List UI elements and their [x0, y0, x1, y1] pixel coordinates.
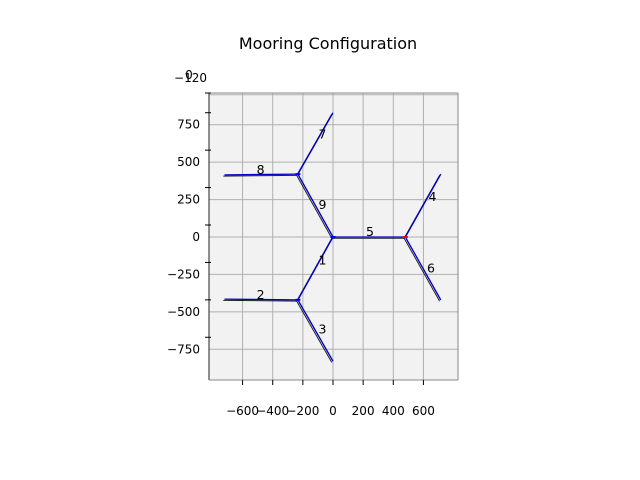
anchor-point-0: [330, 236, 336, 238]
line-label-3: 3: [318, 321, 326, 336]
line-label-7: 7: [318, 127, 326, 142]
line-shadow-6: [403, 237, 440, 302]
y-tick-label-2: −250: [167, 267, 200, 281]
z-tick-label-0: −120: [174, 71, 207, 85]
line-label-2: 2: [257, 287, 265, 302]
y-tick-label-5: 500: [177, 155, 200, 169]
line-shadow-3: [296, 300, 333, 363]
x-tick-label-4: 200: [352, 404, 375, 418]
y-axis-ticks: −750 −500 −250 0 250 500 750: [167, 112, 211, 356]
y-tick-label-1: −500: [167, 305, 200, 319]
mooring-line-8: [224, 173, 298, 176]
x-tick-label-5: 400: [382, 404, 405, 418]
line-label-4: 4: [428, 189, 436, 204]
mooring-line-1: [297, 236, 334, 301]
line-label-5: 5: [366, 224, 374, 239]
x-tick-label-6: 600: [412, 404, 435, 418]
mooring-line-9: [297, 173, 334, 238]
line-shadow-2: [223, 299, 297, 302]
mooring-line-3: [297, 299, 334, 362]
mooring-line-7: [297, 112, 334, 175]
mooring-line-4: [404, 173, 442, 238]
anchor-point-1: [295, 173, 301, 176]
x-tick-label-1: −400: [256, 404, 289, 418]
z-tick-label-1: 0: [185, 68, 193, 82]
line-shadow-8: [223, 174, 297, 177]
y-tick-label-6: 750: [177, 118, 200, 132]
line-label-9: 9: [318, 197, 326, 212]
y-tick-label-3: 0: [192, 230, 200, 244]
mooring-line-6: [404, 236, 442, 301]
chart-title: Mooring Configuration: [239, 34, 417, 53]
line-label-8: 8: [257, 162, 265, 177]
y-tick-label-4: 250: [177, 193, 200, 207]
line-label-1: 1: [318, 252, 326, 267]
x-tick-label-3: 0: [329, 404, 337, 418]
x-tick-label-2: −200: [286, 404, 319, 418]
mooring-line-2: [224, 298, 298, 301]
mooring-lines: [224, 112, 442, 362]
line-label-6: 6: [427, 261, 435, 276]
x-tick-label-0: −600: [226, 404, 259, 418]
y-tick-label-0: −750: [167, 342, 200, 356]
x-axis-ticks: −600−400−200 0 200 400 600: [226, 380, 435, 418]
anchor-point-3: [402, 236, 408, 238]
anchor-point-2: [295, 298, 301, 301]
anchors: [295, 173, 408, 301]
line-shadow-9: [296, 175, 333, 239]
line-labels: 1 2 3 4 5 6 7 8 9: [257, 127, 437, 337]
